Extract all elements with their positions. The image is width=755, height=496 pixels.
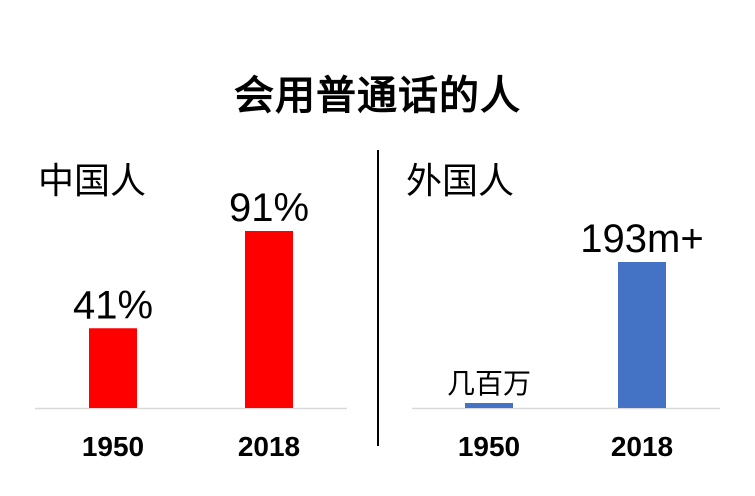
category-label: 1950 [82, 431, 144, 462]
data-label: 几百万 [447, 367, 531, 400]
category-label: 2018 [611, 431, 673, 462]
bar-2018 [618, 262, 666, 408]
chart-title: 会用普通话的人 [234, 73, 521, 119]
bar-1950 [465, 403, 513, 408]
data-label: 193m+ [580, 217, 703, 261]
panel-title-china: 中国人 [38, 161, 147, 202]
data-label: 91% [229, 186, 309, 230]
panel-divider [377, 150, 379, 446]
category-label: 1950 [458, 431, 520, 462]
bar-2018 [245, 231, 293, 408]
category-label: 2018 [238, 431, 300, 462]
bar-1950 [89, 328, 137, 408]
data-label: 41% [73, 283, 153, 327]
panel-title-foreign: 外国人 [406, 161, 515, 202]
